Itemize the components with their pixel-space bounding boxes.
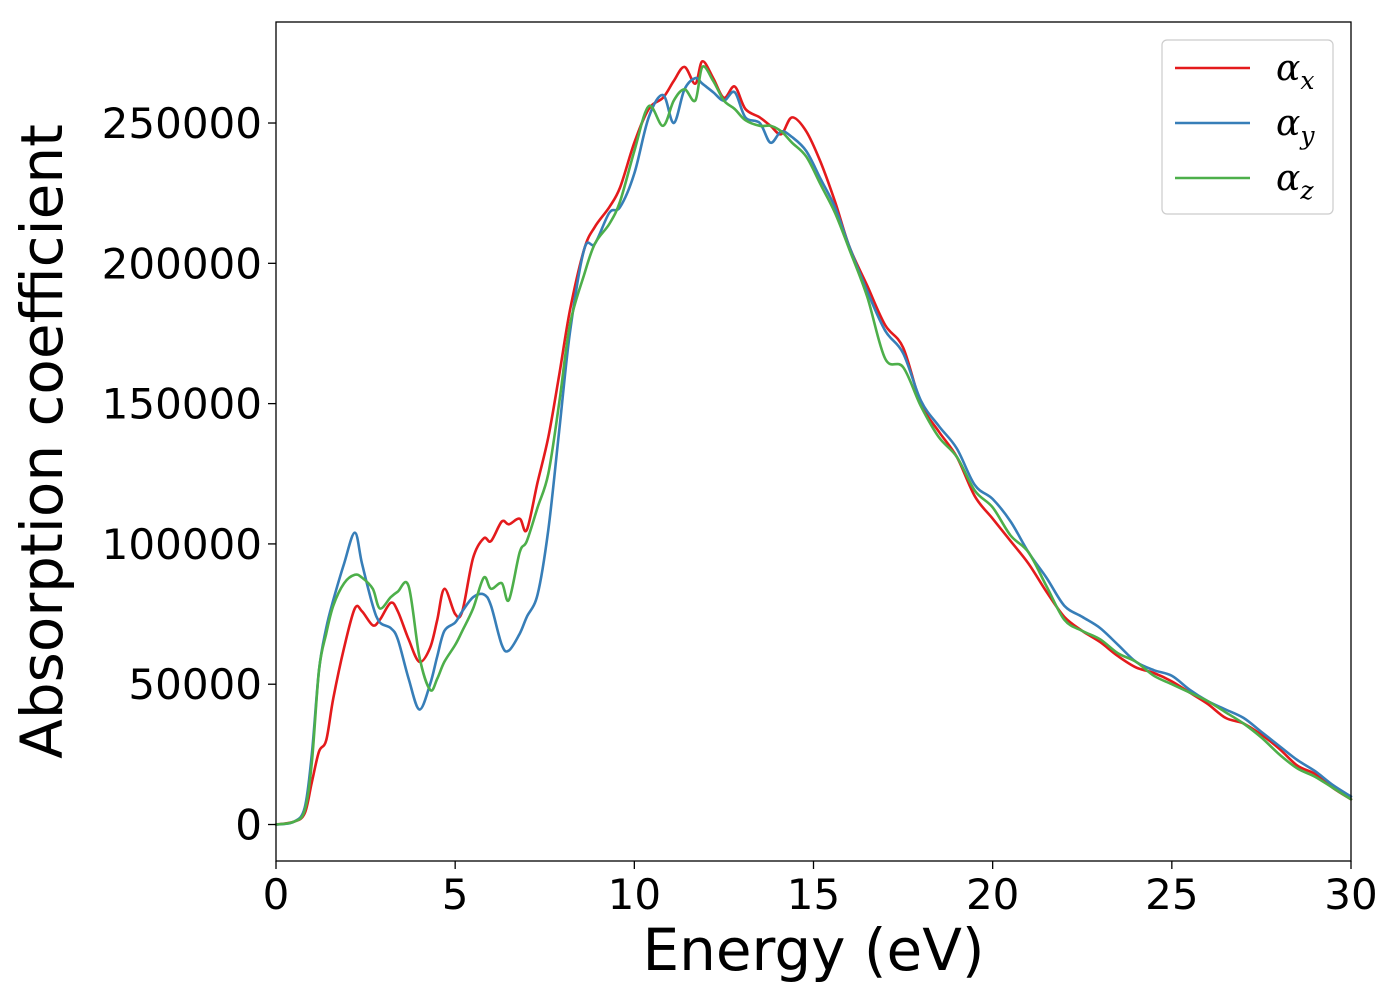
series-layer bbox=[274, 60, 1353, 826]
legend-subscript: x bbox=[1300, 66, 1314, 95]
y-axis-ticks: 0 50000 100000 150000 200000 250000 bbox=[102, 99, 276, 850]
y-tick-label: 250000 bbox=[102, 99, 262, 148]
series-line-alpha-y bbox=[274, 76, 1353, 826]
y-axis-title: Absorption coefficient bbox=[8, 124, 76, 759]
y-tick-label: 50000 bbox=[128, 660, 262, 709]
x-tick-label: 20 bbox=[966, 870, 1019, 919]
legend-frame bbox=[1161, 39, 1334, 215]
series-line-alpha-x bbox=[274, 60, 1353, 826]
x-axis-ticks: 0 5 10 15 20 25 30 bbox=[263, 861, 1378, 919]
x-tick-label: 10 bbox=[608, 870, 661, 919]
y-tick-label: 0 bbox=[235, 801, 262, 850]
x-axis-title: Energy (eV) bbox=[642, 916, 984, 984]
x-tick-label: 25 bbox=[1145, 870, 1198, 919]
y-tick-label: 150000 bbox=[102, 380, 262, 429]
legend-subscript: z bbox=[1299, 176, 1314, 205]
y-tick-label: 200000 bbox=[102, 239, 262, 288]
x-tick-label: 0 bbox=[263, 870, 290, 919]
x-tick-label: 5 bbox=[442, 870, 469, 919]
x-tick-label: 15 bbox=[787, 870, 840, 919]
y-tick-label: 100000 bbox=[102, 520, 262, 569]
x-tick-label: 30 bbox=[1324, 870, 1377, 919]
legend-subscript: y bbox=[1299, 121, 1315, 150]
series-line-alpha-z bbox=[274, 65, 1353, 826]
